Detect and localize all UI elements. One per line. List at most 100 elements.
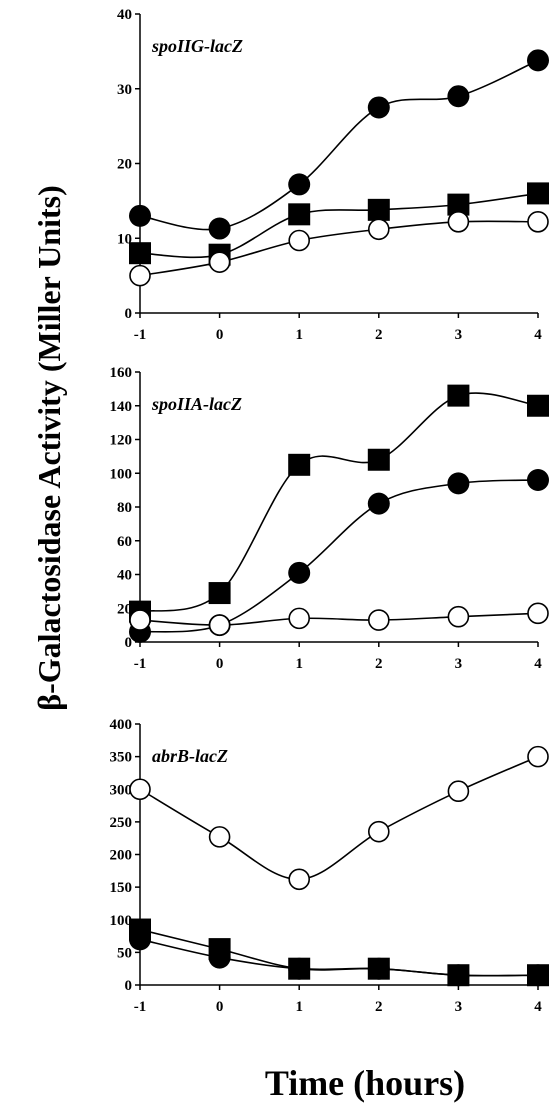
y-tick-label: 120 [110, 433, 133, 449]
open-circle-marker [527, 745, 549, 768]
y-tick-label: 50 [117, 945, 132, 961]
y-tick-label: 40 [117, 7, 132, 23]
open-circle-marker [527, 602, 549, 625]
series-line [139, 928, 539, 977]
x-tick-label: -1 [134, 656, 147, 672]
filled-circle-marker [447, 85, 470, 108]
x-tick-label: 1 [295, 656, 303, 672]
x-tick-label: 1 [295, 327, 303, 343]
y-tick-label: 20 [117, 157, 132, 173]
filled-circle-marker [367, 96, 390, 119]
square-marker [288, 453, 311, 476]
filled-circle-marker [208, 217, 231, 240]
y-tick-label: 20 [117, 601, 132, 617]
square-marker [288, 957, 311, 980]
series-line [139, 479, 539, 633]
square-marker [129, 242, 151, 265]
square-marker [447, 964, 470, 987]
y-tick-label: 0 [125, 978, 133, 994]
x-tick-label: 2 [375, 327, 383, 343]
panel-title: spoIIA-lacZ [151, 394, 242, 414]
open-circle-marker [288, 607, 311, 630]
series-line [139, 392, 539, 613]
open-circle-marker [208, 826, 231, 848]
y-tick-label: 150 [110, 880, 133, 896]
square-marker [208, 938, 231, 961]
square-marker [288, 203, 311, 226]
open-circle-marker [288, 868, 311, 891]
x-tick-label: 2 [375, 656, 383, 672]
open-circle-marker [367, 820, 390, 843]
open-circle-marker [129, 609, 151, 631]
square-marker [367, 957, 390, 980]
y-axis-title: β-Galactosidase Activity (Miller Units) [31, 185, 67, 711]
x-tick-label: -1 [134, 327, 147, 343]
x-tick-label: 2 [375, 999, 383, 1015]
open-circle-marker [367, 609, 390, 631]
y-tick-label: 350 [110, 750, 133, 766]
y-tick-label: 160 [110, 365, 133, 381]
open-circle-marker [367, 218, 390, 241]
panel-title: abrB-lacZ [152, 746, 228, 766]
open-circle-marker [129, 264, 151, 287]
open-circle-marker [208, 251, 231, 273]
filled-circle-marker [288, 173, 311, 196]
x-axis-title: Time (hours) [265, 1063, 465, 1103]
x-tick-label: 0 [216, 656, 224, 672]
open-circle-marker [129, 778, 151, 801]
square-marker [129, 918, 151, 941]
open-circle-marker [288, 229, 311, 252]
square-marker [527, 182, 549, 205]
y-tick-label: 250 [110, 815, 133, 831]
filled-circle-marker [527, 49, 549, 72]
filled-circle-marker [288, 561, 311, 584]
x-tick-label: 4 [534, 656, 542, 672]
x-tick-label: 3 [455, 656, 463, 672]
y-tick-label: 100 [110, 466, 133, 482]
series-line [139, 59, 539, 231]
x-tick-label: 4 [534, 999, 542, 1015]
square-marker [447, 193, 470, 216]
x-tick-label: 3 [455, 327, 463, 343]
filled-circle-marker [129, 204, 151, 227]
square-marker [527, 964, 549, 987]
open-circle-marker [447, 605, 470, 628]
square-marker [367, 198, 390, 221]
panel-title: spoIIG-lacZ [151, 36, 243, 56]
y-tick-label: 30 [117, 82, 132, 98]
x-tick-label: 4 [534, 327, 542, 343]
series-line [139, 755, 539, 881]
filled-circle-marker [527, 469, 549, 491]
x-tick-label: -1 [134, 999, 147, 1015]
x-tick-label: 1 [295, 999, 303, 1015]
y-tick-label: 400 [110, 717, 133, 733]
y-tick-label: 300 [110, 782, 133, 798]
open-circle-marker [527, 211, 549, 233]
open-circle-marker [208, 614, 231, 636]
x-tick-label: 0 [216, 327, 224, 343]
square-marker [447, 384, 470, 407]
open-circle-marker [447, 780, 470, 803]
series-line [139, 612, 539, 626]
y-tick-label: 0 [125, 635, 133, 651]
y-tick-label: 100 [110, 913, 133, 929]
y-tick-label: 140 [110, 399, 133, 415]
x-tick-label: 0 [216, 999, 224, 1015]
square-marker [367, 448, 390, 471]
series-line [139, 192, 539, 259]
square-marker [208, 582, 231, 605]
filled-circle-marker [367, 492, 390, 515]
y-tick-label: 80 [117, 500, 132, 516]
x-tick-label: 3 [455, 999, 463, 1015]
filled-circle-marker [447, 472, 470, 495]
y-tick-label: 200 [110, 848, 133, 864]
open-circle-marker [447, 211, 470, 233]
square-marker [527, 394, 549, 417]
y-tick-label: 0 [125, 306, 133, 322]
y-tick-label: 60 [117, 534, 132, 550]
